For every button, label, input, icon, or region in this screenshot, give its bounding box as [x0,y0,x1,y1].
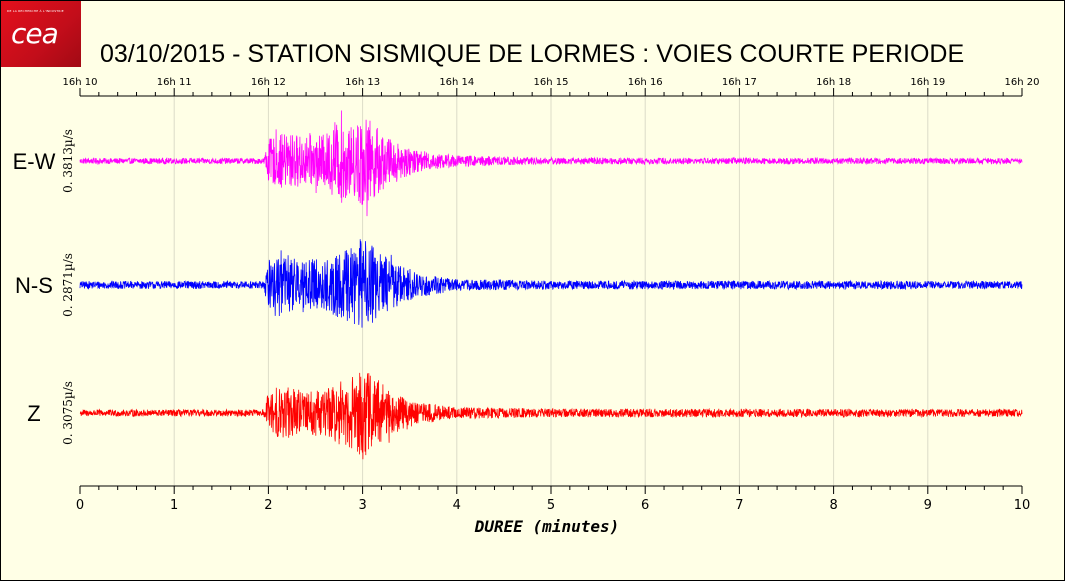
x-tick-label: 5 [547,498,555,513]
top-tick-label: 16h 11 [157,77,192,88]
channel-label-ns: N-S [15,273,53,298]
x-tick-label: 6 [641,498,649,513]
x-tick-label: 2 [264,498,272,513]
top-tick-label: 16h 16 [628,77,663,88]
x-tick-label: 1 [170,498,178,513]
x-tick-label: 4 [453,498,461,513]
top-tick-label: 16h 18 [816,77,851,88]
logo-tagline: DE LA RECHERCHE À L'INDUSTRIE [7,9,64,13]
top-tick-label: 16h 13 [345,77,380,88]
scale-label: 0. 3075µ/s [61,381,75,445]
x-tick-label: 10 [1014,498,1031,513]
top-tick-label: 16h 17 [722,77,757,88]
axes: 16h 10 16h 11 16h 12 16h 13 16h 14 16h 15 16h … [63,77,1040,513]
top-tick-label: 16h 14 [439,77,474,88]
channel-label-z: Z [27,401,40,426]
top-tick-label: 16h 15 [534,77,569,88]
x-tick-label: 3 [358,498,366,513]
top-tick-label: 16h 19 [910,77,945,88]
trace-z [79,372,1023,460]
channel-labels: E-W 0. 3813µ/s N-S 0. 2871µ/s Z 0. 3075µ/s [13,129,75,445]
x-axis-label: DUREE (minutes) [474,517,620,536]
top-tick-label: 16h 12 [251,77,286,88]
channel-label-ew: E-W [13,149,56,174]
x-tick-label: 7 [735,498,743,513]
x-tick-label: 8 [829,498,837,513]
top-tick-label: 16h 10 [63,77,98,88]
scale-label: 0. 2871µ/s [61,253,75,317]
traces [79,110,1023,460]
scale-label: 0. 3813µ/s [61,129,75,193]
cea-logo: DE LA RECHERCHE À L'INDUSTRIE cea [1,1,81,67]
chart-title: 03/10/2015 - STATION SISMIQUE DE LORMES … [100,40,965,68]
x-tick-label: 9 [924,498,932,513]
logo-wordmark: cea [11,17,59,50]
top-tick-label: 16h 20 [1005,77,1040,88]
trace-ew [79,110,1023,217]
x-tick-label: 0 [76,498,84,513]
trace-ns [79,239,1023,328]
